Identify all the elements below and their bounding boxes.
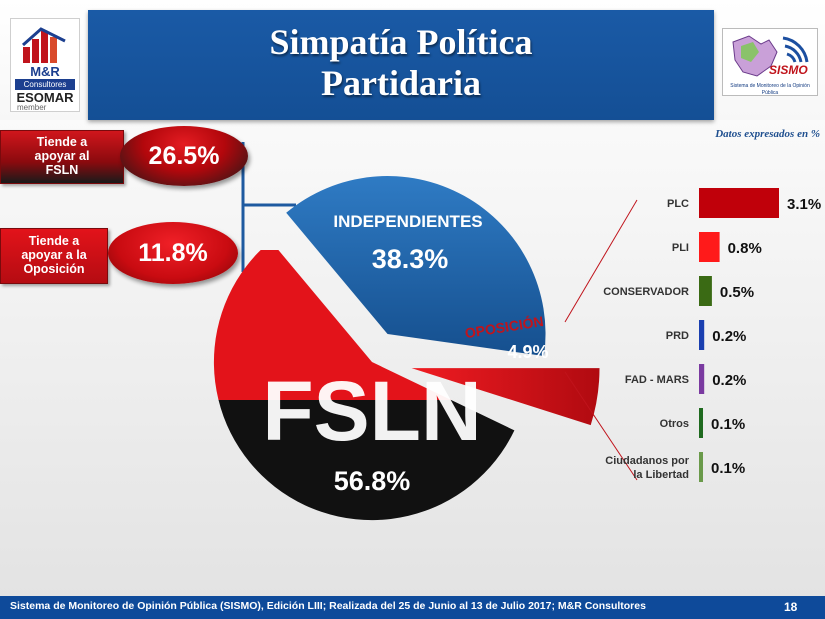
bar-category-label: FAD - MARS xyxy=(625,374,689,386)
logo-name: M&R xyxy=(30,64,60,79)
oposicion-bar-chart: PLC 3.1% PLI 0.8% CONSERVADOR 0.5% PRD 0.2% FAD … xyxy=(603,188,821,482)
footer-source: Sistema de Monitoreo de Opinión Pública … xyxy=(10,600,646,612)
bar-3 xyxy=(699,320,705,350)
bar-category-label: CONSERVADOR xyxy=(603,286,689,298)
callout-fsln-value: 26.5% xyxy=(120,126,248,186)
sismo-logo: SISMO Sistema de Monitoreo de la Opinión… xyxy=(722,28,818,96)
pie-slice-independientes xyxy=(286,176,546,356)
bar-value-label: 0.8% xyxy=(728,240,762,257)
bar-category-label: PLC xyxy=(667,198,689,210)
logo-subtitle: Consultores xyxy=(15,79,75,90)
page-number: 18 xyxy=(784,600,798,614)
sismo-subtitle: Sistema de Monitoreo de la Opinión Públi… xyxy=(730,83,810,96)
callout-oposicion-value: 11.8% xyxy=(108,222,238,284)
callout-fsln-label: Tiende a apoyar al FSLN xyxy=(0,130,124,184)
pie-label-oposicion: 4.9% xyxy=(507,342,548,362)
callout-oposicion-label: Tiende a apoyar a la Oposición xyxy=(0,228,108,284)
title-bar xyxy=(88,10,714,120)
bar-value-label: 3.1% xyxy=(787,196,821,213)
bar-value-label: 0.1% xyxy=(711,416,745,433)
oposicion-fan-lines xyxy=(564,199,638,481)
bar-6 xyxy=(699,452,703,482)
bar-5 xyxy=(699,408,703,438)
bar-category-label: Otros xyxy=(660,418,689,430)
bar-1 xyxy=(699,232,720,262)
bar-graphic-icon xyxy=(22,27,66,63)
bar-category-label: PLI xyxy=(672,242,689,254)
sismo-name: SISMO xyxy=(769,63,808,77)
pie-label-fsln: 56.8% xyxy=(334,466,411,496)
unit-note: Datos expresados en % xyxy=(715,128,820,140)
esomar-label: ESOMAR xyxy=(16,90,74,105)
fsln-watermark-label: FSLN xyxy=(262,364,481,458)
bar-value-label: 0.2% xyxy=(712,372,746,389)
bar-value-label: 0.1% xyxy=(711,460,745,477)
bar-0 xyxy=(699,188,779,218)
footer-bar xyxy=(0,596,825,619)
bar-2 xyxy=(699,276,712,306)
map-icon xyxy=(732,35,809,77)
member-label: member xyxy=(17,103,47,112)
page-title: Simpatía Política Partidaria xyxy=(269,22,533,103)
pie-label-independientes: 38.3% xyxy=(372,244,449,274)
bar-value-label: 0.5% xyxy=(720,284,754,301)
mr-consultores-logo: M&R Consultores ESOMAR member xyxy=(10,18,80,112)
bar-category-label: Ciudadanos por la Libertad xyxy=(605,455,689,481)
bar-value-label: 0.2% xyxy=(712,328,746,345)
bar-category-label: PRD xyxy=(666,330,689,342)
pie-slice-oposicion xyxy=(411,368,600,426)
bar-4 xyxy=(699,364,705,394)
pie-category-independientes: INDEPENDIENTES xyxy=(333,212,482,231)
